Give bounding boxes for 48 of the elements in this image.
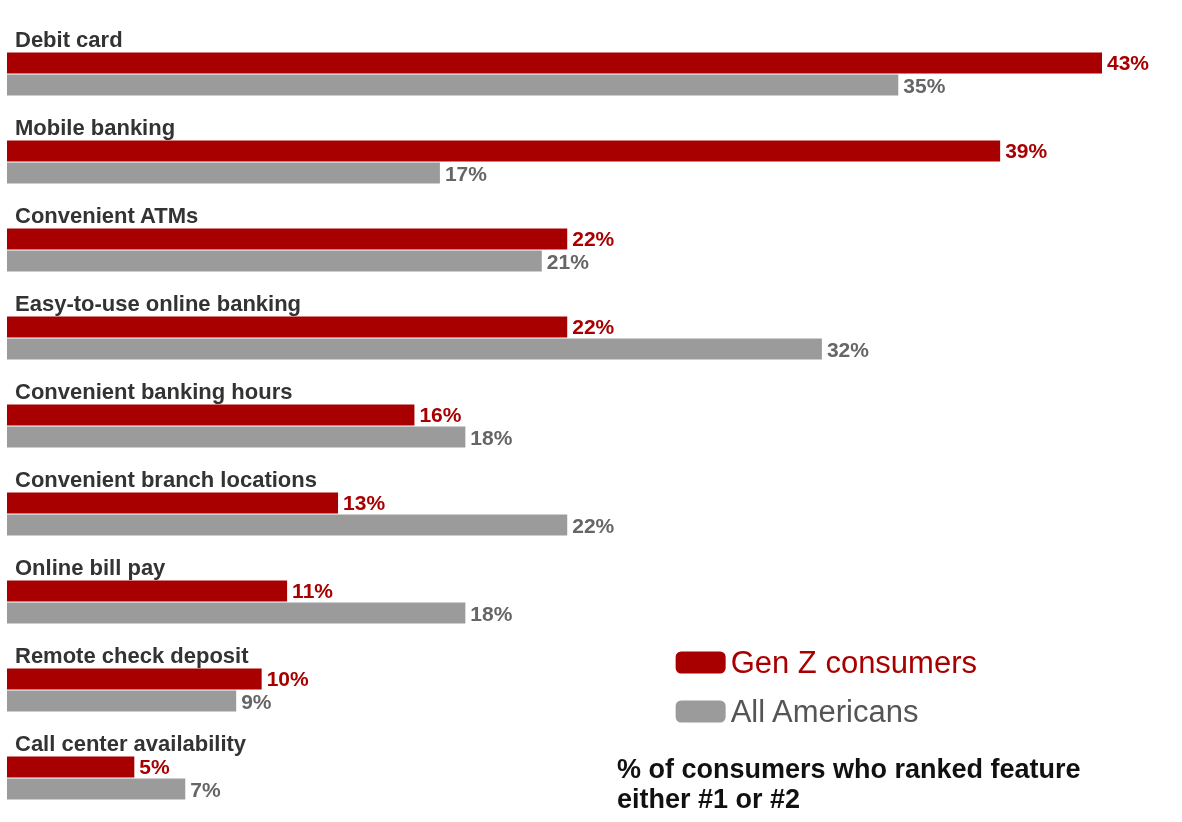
data-label: 22% [572,315,615,339]
data-label: 39% [1005,139,1048,163]
bar [7,250,542,272]
bar [7,228,568,250]
data-label: 11% [292,579,334,603]
data-label: 16% [419,403,462,427]
y-tick-label: Debit card [15,26,123,52]
y-tick-label: Mobile banking [15,114,176,140]
bar [7,404,415,426]
data-label: 17% [444,161,488,185]
y-tick-label: Convenient branch locations [15,466,317,492]
data-label: 32% [826,337,870,361]
bar [7,514,568,536]
y-tick-label: Easy-to-use online banking [15,290,302,316]
bar [7,602,466,624]
bar [7,74,899,96]
data-label: 5% [139,755,170,779]
data-label: 21% [546,249,590,273]
bar [7,580,288,602]
data-label: 43% [1107,51,1150,75]
data-label: 35% [903,73,946,97]
bar [7,756,135,778]
data-label: 7% [190,777,221,801]
data-label: 18% [470,425,513,449]
data-label: 22% [572,513,615,537]
bar [7,668,262,690]
legend-label: All Americans [730,694,919,729]
bar [7,52,1102,74]
data-label: 10% [266,667,310,691]
bar [7,492,339,514]
y-tick-label: Call center availability [15,730,247,756]
data-label: 9% [241,689,272,713]
bar [7,316,568,338]
y-tick-label: Online bill pay [15,554,167,580]
bar [7,778,186,800]
data-label: 22% [572,227,615,251]
y-tick-label: Convenient ATMs [15,202,199,228]
bar [7,162,440,184]
y-tick-label: Remote check deposit [15,642,250,668]
bar [7,140,1001,162]
data-label: 18% [470,601,513,625]
bar [7,338,822,360]
annotation: % of consumers who ranked feature either #1 or #2 [617,754,1089,814]
bar [7,426,466,448]
data-label: 13% [343,491,386,515]
legend-label: Gen Z consumers [730,645,978,680]
bar [7,690,237,712]
y-tick-label: Convenient banking hours [15,378,293,404]
